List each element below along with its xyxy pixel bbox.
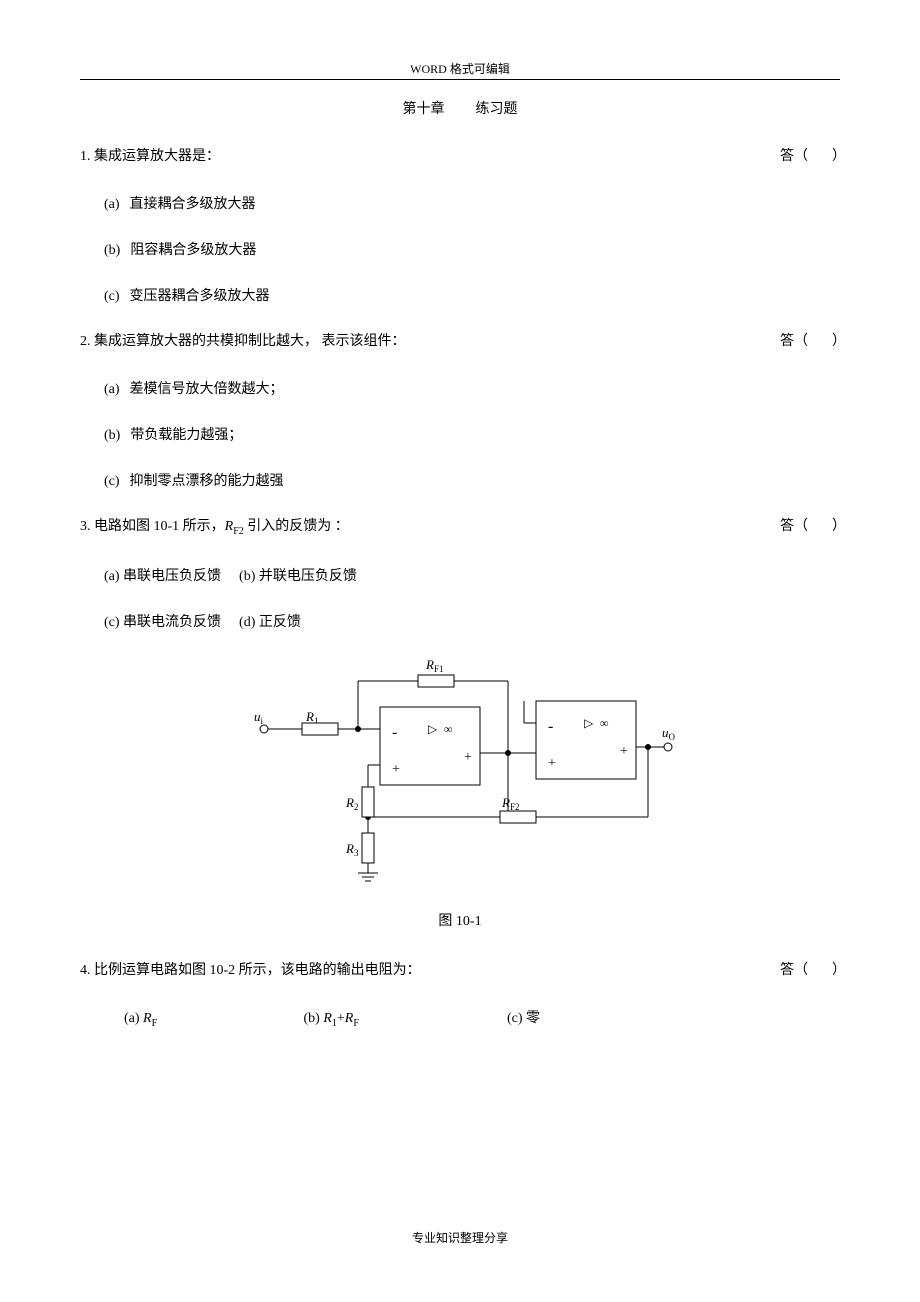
q4-a-pre: (a): [124, 1011, 143, 1026]
ui-sub: i: [261, 716, 264, 726]
q3-row2: (c) 串联电流负反馈 (d) 正反馈: [104, 611, 840, 631]
amp1-inf: ∞: [444, 722, 453, 736]
chapter-title-a: 第十章: [403, 102, 445, 117]
answer-open: 答（: [780, 963, 808, 978]
q1-opt-c: (c) 变压器耦合多级放大器: [104, 285, 840, 305]
amp2-tri: ▷: [584, 716, 594, 730]
q4-answer-slot: 答（ ）: [780, 960, 846, 981]
q2-b-label: (b): [104, 428, 120, 443]
q1-a-label: (a): [104, 197, 120, 212]
question-4: 4. 比例运算电路如图 10-2 所示，该电路的输出电阻为： 答（）: [80, 960, 840, 981]
q2-a-label: (a): [104, 382, 120, 397]
page-header: WORD 格式可编辑: [80, 60, 840, 77]
figure-10-1: RF1 ui R1 - + ▷ ∞ +: [80, 657, 840, 892]
q4-b-plus: +: [337, 1011, 345, 1026]
chapter-title-b: 练习题: [476, 102, 518, 117]
q2-opt-c: (c) 抑制零点漂移的能力越强: [104, 470, 840, 490]
amp1-out-plus: +: [464, 750, 472, 765]
q2-a-text: 差模信号放大倍数越大；: [130, 382, 284, 397]
answer-close: ）: [832, 149, 846, 164]
question-3: 3. 电路如图 10-1 所示，RF2 引入的反馈为 ： 答（）: [80, 516, 840, 539]
question-1: 1. 集成运算放大器是： 答（）: [80, 146, 840, 167]
q3-row1: (a) 串联电压负反馈 (b) 并联电压负反馈: [104, 565, 840, 585]
q3-R-sub: F2: [233, 526, 244, 537]
q4-options: (a) RF (b) R1+RF (c) 零: [124, 1007, 840, 1029]
q1-c-text: 变压器耦合多级放大器: [130, 289, 270, 304]
q2-c-text: 抑制零点漂移的能力越强: [130, 474, 284, 489]
amp1-plus: +: [392, 762, 400, 777]
amp1-minus: -: [392, 724, 397, 741]
q1-b-label: (b): [104, 243, 120, 258]
q1-c-label: (c): [104, 289, 120, 304]
q2-stem: 2. 集成运算放大器的共模抑制比越大， 表示该组件：: [80, 334, 406, 349]
svg-text:R2: R2: [345, 795, 358, 812]
q3-opt-a: (a) 串联电压负反馈: [104, 569, 221, 584]
r2-r: R: [345, 795, 354, 810]
q4-a-r: R: [143, 1011, 152, 1026]
rf1-sub: F1: [434, 664, 444, 674]
header-rule: [80, 79, 840, 80]
q1-stem: 1. 集成运算放大器是：: [80, 149, 220, 164]
q2-c-label: (c): [104, 474, 120, 489]
q2-opt-a: (a) 差模信号放大倍数越大；: [104, 378, 840, 398]
q3-stem-a: 3. 电路如图 10-1 所示，: [80, 519, 225, 534]
amp2-inf: ∞: [600, 716, 609, 730]
answer-close: ）: [832, 963, 846, 978]
q2-opt-b: (b) 带负载能力越强；: [104, 424, 840, 444]
amp2-minus: -: [548, 718, 553, 735]
q3-answer-slot: 答（ ）: [780, 516, 846, 537]
amp2-plus: +: [548, 756, 556, 771]
answer-close: ）: [832, 334, 846, 349]
q3-R: R: [225, 519, 234, 534]
answer-open: 答（: [780, 334, 808, 349]
q1-answer-slot: 答（ ）: [780, 146, 846, 167]
r2-sub: 2: [354, 802, 359, 812]
svg-text:RF2: RF2: [501, 795, 519, 812]
answer-open: 答（: [780, 519, 808, 534]
svg-text:ui: ui: [254, 709, 264, 726]
q4-opt-b: (b) R1+RF: [304, 1011, 504, 1029]
q1-opt-a: (a) 直接耦合多级放大器: [104, 193, 840, 213]
q3-opt-d: (d) 正反馈: [239, 615, 301, 630]
rf1-r: R: [425, 657, 434, 672]
q1-a-text: 直接耦合多级放大器: [130, 197, 256, 212]
answer-open: 答（: [780, 149, 808, 164]
r1-r: R: [305, 709, 314, 724]
figure-caption: 图 10-1: [80, 910, 840, 930]
uo-sub: O: [669, 732, 676, 742]
q3-opt-c: (c) 串联电流负反馈: [104, 615, 221, 630]
q2-answer-slot: 答（ ）: [780, 331, 846, 352]
rf2-sub: F2: [510, 802, 520, 812]
amp1-tri: ▷: [428, 722, 438, 736]
svg-text:uO: uO: [662, 725, 676, 742]
q2-b-text: 带负载能力越强；: [130, 428, 242, 443]
r3-sub: 3: [354, 848, 359, 858]
svg-text:RF1: RF1: [425, 657, 443, 674]
circuit-diagram: RF1 ui R1 - + ▷ ∞ +: [240, 657, 680, 887]
answer-close: ）: [832, 519, 846, 534]
q4-b-s2: F: [353, 1018, 359, 1029]
q4-opt-a: (a) RF: [124, 1011, 300, 1029]
page-footer: 专业知识整理分享: [0, 1229, 920, 1246]
q4-b-r1: R: [323, 1011, 332, 1026]
q4-b-pre: (b): [304, 1011, 324, 1026]
q1-opt-b: (b) 阻容耦合多级放大器: [104, 239, 840, 259]
q3-stem-b: 引入的反馈为 ：: [244, 519, 349, 534]
chapter-title: 第十章 练习题: [80, 98, 840, 118]
question-2: 2. 集成运算放大器的共模抑制比越大， 表示该组件： 答（）: [80, 331, 840, 352]
q4-opt-c: (c) 零: [507, 1007, 540, 1027]
q4-stem: 4. 比例运算电路如图 10-2 所示，该电路的输出电阻为：: [80, 963, 421, 978]
q1-b-text: 阻容耦合多级放大器: [130, 243, 256, 258]
amp2-out-plus: +: [620, 744, 628, 759]
q3-opt-b: (b) 并联电压负反馈: [239, 569, 357, 584]
svg-text:R3: R3: [345, 841, 359, 858]
q4-a-sub: F: [152, 1018, 158, 1029]
r3-r: R: [345, 841, 354, 856]
rf2-r: R: [501, 795, 510, 810]
